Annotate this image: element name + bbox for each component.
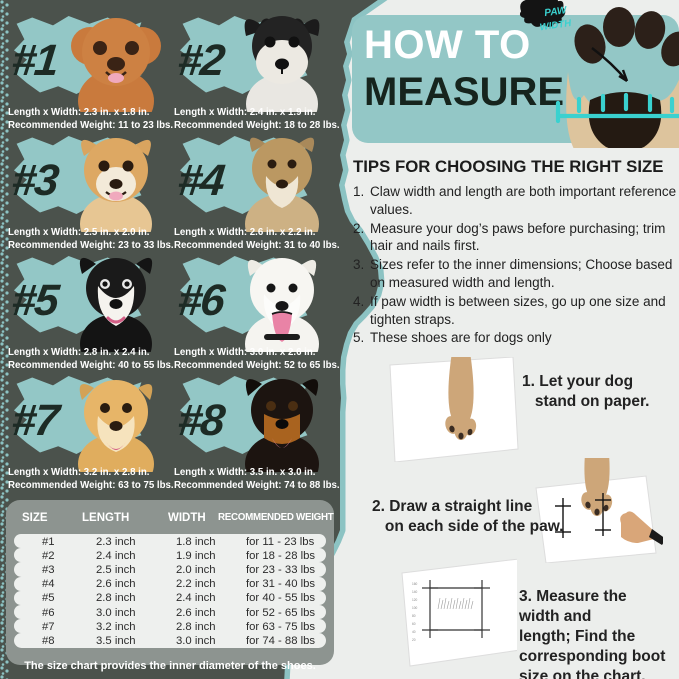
svg-text:PAW: PAW xyxy=(544,5,569,19)
svg-text:140: 140 xyxy=(412,590,418,594)
svg-text:40: 40 xyxy=(412,630,416,634)
svg-text:100: 100 xyxy=(412,606,418,610)
svg-text:120: 120 xyxy=(412,598,418,602)
svg-text:160: 160 xyxy=(412,582,418,586)
svg-text:80: 80 xyxy=(412,614,416,618)
svg-text:60: 60 xyxy=(412,622,416,626)
svg-text:20: 20 xyxy=(412,638,416,642)
